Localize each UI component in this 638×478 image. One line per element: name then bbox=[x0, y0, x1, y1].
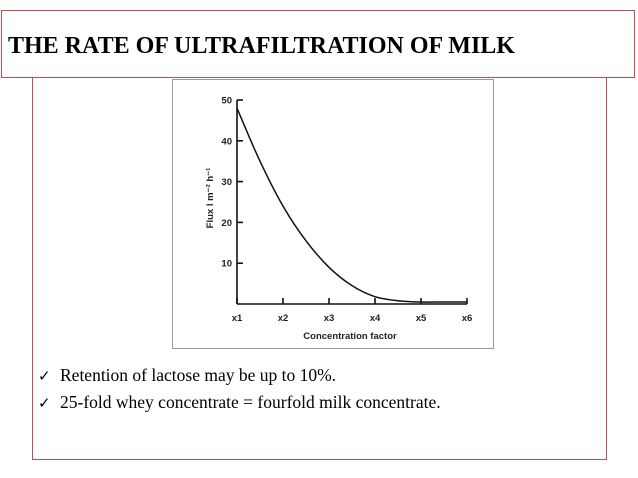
flux-chart: Flux l m⁻² h⁻¹ Concentration factor 10 20… bbox=[205, 96, 473, 343]
flux-chart-figure: Flux l m⁻² h⁻¹ Concentration factor 10 20… bbox=[172, 79, 494, 349]
y-tick-label: 50 bbox=[221, 96, 232, 107]
y-tick-label: 10 bbox=[221, 259, 232, 270]
checkmark-icon: ✓ bbox=[38, 367, 51, 385]
bullet-text: Retention of lactose may be up to 10%. bbox=[60, 365, 337, 385]
x-tick-label: x3 bbox=[324, 313, 335, 324]
x-tick-label: x6 bbox=[462, 313, 473, 324]
bullet-text: 25-fold whey concentrate = fourfold milk… bbox=[60, 392, 441, 412]
y-tick-label: 20 bbox=[221, 218, 232, 229]
x-axis-title: Concentration factor bbox=[303, 331, 397, 342]
x-tick-label: x5 bbox=[416, 313, 427, 324]
y-tick-label: 40 bbox=[221, 136, 232, 147]
bullet-item: ✓ 25-fold whey concentrate = fourfold mil… bbox=[38, 389, 441, 416]
bullet-item: ✓ Retention of lactose may be up to 10%. bbox=[38, 362, 441, 389]
y-axis-title-group: Flux l m⁻² h⁻¹ bbox=[205, 168, 216, 229]
y-axis-title: Flux l m⁻² h⁻¹ bbox=[205, 168, 216, 229]
flux-curve bbox=[236, 107, 467, 303]
x-tick-label: x2 bbox=[278, 313, 289, 324]
x-tick-label: x1 bbox=[232, 313, 243, 324]
title-box: THE RATE OF ULTRAFILTRATION OF MILK bbox=[1, 10, 635, 78]
y-tick-label: 30 bbox=[221, 177, 232, 188]
bullet-list: ✓ Retention of lactose may be up to 10%. … bbox=[38, 362, 441, 416]
x-tick-label: x4 bbox=[370, 313, 381, 324]
slide-title: THE RATE OF ULTRAFILTRATION OF MILK bbox=[8, 33, 515, 59]
checkmark-icon: ✓ bbox=[38, 394, 51, 412]
